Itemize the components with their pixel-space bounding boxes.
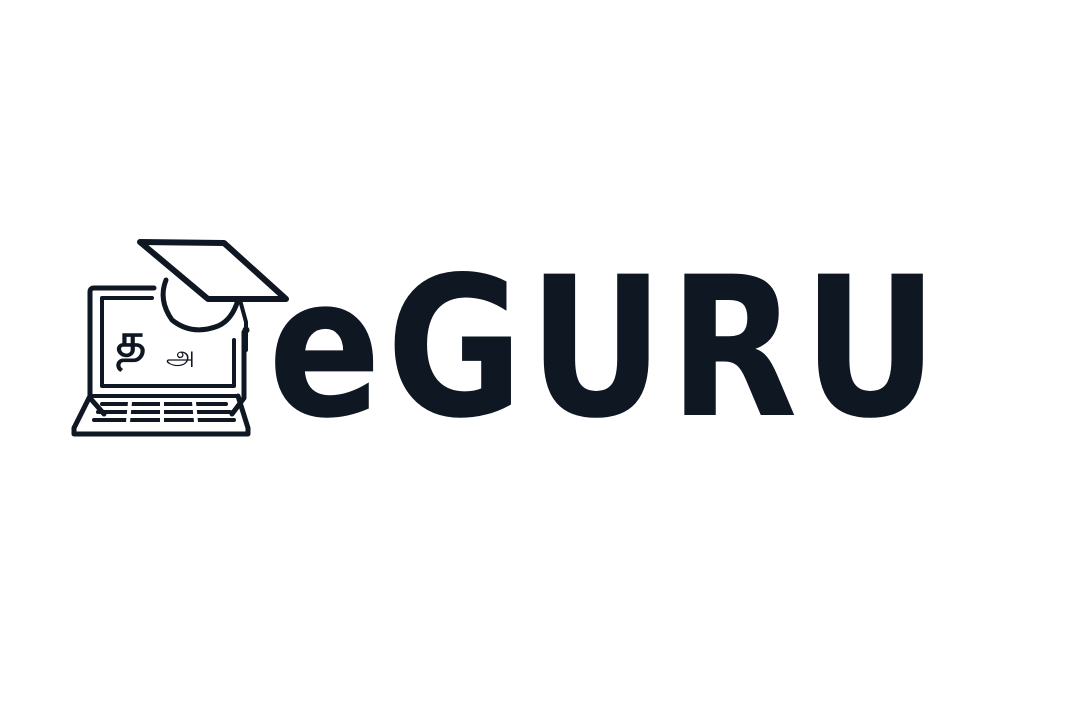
brand-wordmark: eGURU xyxy=(268,235,944,461)
logo-glyph-large: த xyxy=(116,313,146,372)
logo-glyph-small: அ xyxy=(166,341,195,371)
graduation-cap-icon xyxy=(137,239,289,352)
brand-logo: த அ eGURU xyxy=(68,236,1018,446)
laptop-icon xyxy=(71,285,251,437)
logo-mark: த அ xyxy=(71,239,289,437)
